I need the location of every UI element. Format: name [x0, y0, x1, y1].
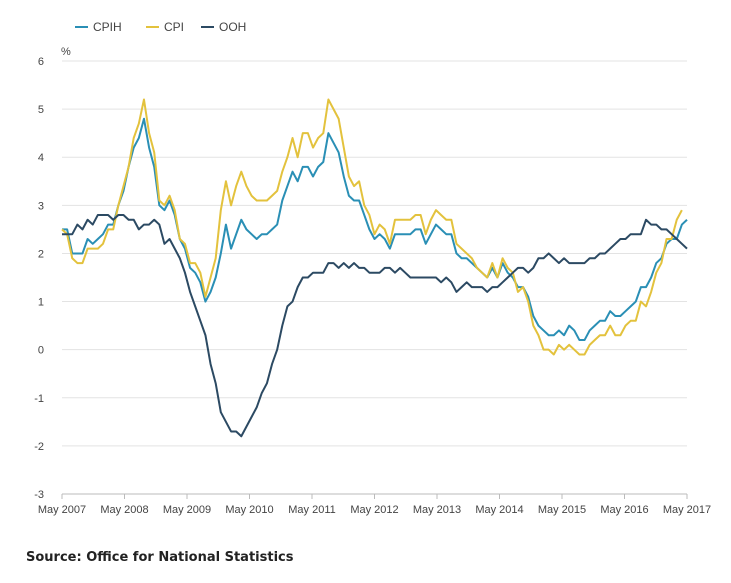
y-axis-ticks: -3 -2 -1 0 1 2 3 4 5 6 [34, 56, 44, 501]
x-tick-label: May 2008 [100, 504, 148, 516]
series-line-cpih [62, 117, 688, 342]
legend-label-ooh: OOH [219, 20, 246, 34]
y-tick-label: 2 [38, 248, 44, 260]
x-tick-label: May 2013 [413, 504, 461, 516]
x-tick-label: May 2007 [38, 504, 86, 516]
y-tick-label: 3 [38, 200, 44, 212]
y-tick-label: 4 [38, 152, 44, 164]
x-tick-label: May 2016 [600, 504, 648, 516]
x-tick-label: May 2010 [225, 504, 273, 516]
x-axis: May 2007 May 2008 May 2009 May 2010 May 2011… [38, 493, 711, 516]
y-tick-label: 0 [38, 345, 44, 357]
x-tick-label: May 2014 [475, 504, 523, 516]
y-tick-label: -1 [34, 393, 44, 405]
chart-legend: CPIH CPI OOH [75, 20, 246, 34]
y-tick-label: 5 [38, 104, 44, 116]
x-tick-label: May 2015 [538, 504, 586, 516]
series-line-ooh [62, 213, 688, 438]
series-line-cpi [61, 98, 683, 356]
y-tick-label: 1 [38, 297, 44, 309]
y-axis-unit-label: % [61, 46, 71, 58]
x-tick-label: May 2011 [288, 504, 336, 516]
x-tick-label: May 2009 [163, 504, 211, 516]
x-tick-label: May 2017 [663, 504, 711, 516]
series-lines [61, 98, 688, 438]
legend-label-cpi: CPI [164, 20, 184, 34]
y-tick-label: -3 [34, 489, 44, 501]
x-tick-label: May 2012 [350, 504, 398, 516]
legend-label-cpih: CPIH [93, 20, 122, 34]
y-tick-label: 6 [38, 56, 44, 68]
gridlines [62, 60, 687, 495]
y-tick-label: -2 [34, 441, 44, 453]
source-note: Source: Office for National Statistics [26, 550, 294, 565]
